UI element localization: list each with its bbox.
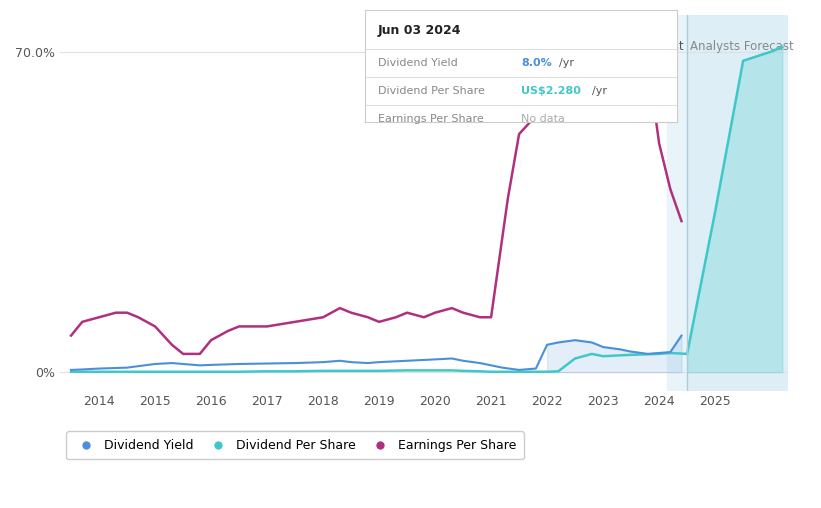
Text: /yr: /yr: [559, 58, 574, 68]
Text: Earnings Per Share: Earnings Per Share: [378, 114, 484, 123]
Bar: [667, 15, 687, 391]
Text: Past: Past: [659, 40, 684, 53]
Text: Jun 03 2024: Jun 03 2024: [378, 23, 461, 37]
Text: No data: No data: [521, 114, 565, 123]
Text: 8.0%: 8.0%: [521, 58, 552, 68]
Text: Analysts Forecast: Analysts Forecast: [690, 40, 794, 53]
Text: Dividend Yield: Dividend Yield: [378, 58, 457, 68]
Text: US$2.280: US$2.280: [521, 85, 581, 96]
Text: Dividend Per Share: Dividend Per Share: [378, 85, 484, 96]
Text: /yr: /yr: [591, 85, 607, 96]
Bar: [687, 15, 788, 391]
Legend: Dividend Yield, Dividend Per Share, Earnings Per Share: Dividend Yield, Dividend Per Share, Earn…: [67, 431, 524, 459]
